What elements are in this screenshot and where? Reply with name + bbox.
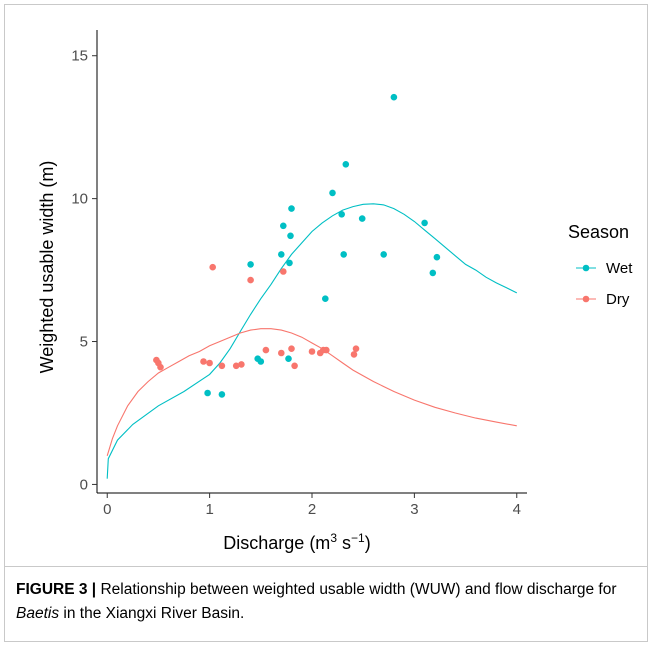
legend-label-dry: Dry: [606, 291, 630, 308]
caption-divider: [4, 566, 648, 567]
data-point-dry: [308, 348, 316, 355]
data-point-wet: [358, 215, 366, 222]
y-axis-title: Weighted usable width (m): [37, 161, 57, 374]
caption-species: Baetis: [16, 605, 60, 622]
caption-text-end: in the Xiangxi River Basin.: [59, 605, 245, 622]
data-point-dry: [323, 346, 330, 354]
legend-label-wet: Wet: [606, 260, 633, 277]
data-point-wet: [380, 251, 388, 258]
x-tick-label: 4: [513, 501, 521, 518]
x-ticks: 0 1 2 3 4: [103, 493, 521, 518]
data-point-wet: [285, 355, 292, 363]
data-point-dry: [206, 359, 213, 367]
data-point-dry: [288, 345, 295, 353]
data-point-wet: [322, 295, 329, 303]
data-point-dry: [352, 345, 360, 353]
data-point-wet: [329, 189, 336, 197]
data-point-wet: [429, 269, 437, 277]
data-point-wet: [433, 253, 441, 261]
y-ticks: 0 5 10 15: [71, 48, 97, 493]
x-tick-label: 0: [103, 501, 111, 518]
data-point-dry: [232, 362, 240, 370]
data-point-dry: [247, 276, 254, 284]
data-point-dry: [157, 363, 164, 371]
x-axis-title: Discharge (m3 s−1): [223, 531, 370, 553]
data-point-dry: [238, 361, 245, 368]
data-point-wet: [218, 391, 226, 398]
data-point-wet: [280, 222, 287, 230]
x-tick-label: 1: [205, 501, 213, 518]
data-point-dry: [218, 362, 226, 370]
data-point-wet: [278, 251, 285, 258]
data-point-wet: [338, 211, 346, 218]
data-point-wet: [204, 389, 211, 397]
data-point-wet: [421, 219, 428, 227]
y-tick-label: 5: [80, 334, 88, 351]
x-tick-label: 3: [410, 501, 418, 518]
scatter-plot: 0 1 2 3 4 0 5 10 15 Discharge (m3 s−1) Weighted…: [37, 30, 633, 553]
data-point-dry: [280, 268, 287, 275]
data-point-wet: [342, 161, 350, 168]
data-point-wet: [247, 261, 254, 268]
data-point-wet: [257, 358, 265, 365]
legend-key-point-wet: [582, 264, 590, 272]
legend: Season Wet Dry: [568, 222, 633, 308]
figure-label: FIGURE 3 |: [16, 581, 97, 598]
fit-curves: [106, 203, 518, 479]
legend-key-point-dry: [582, 295, 590, 303]
fit-curve-wet: [106, 203, 518, 479]
figure-panel: 0 1 2 3 4 0 5 10 15 Discharge (m3 s−1) Weighted…: [4, 4, 648, 642]
data-point-wet: [286, 259, 293, 267]
x-tick-label: 2: [308, 501, 316, 518]
fit-curve-dry: [106, 328, 517, 456]
data-point-wet: [288, 205, 295, 212]
data-point-dry: [350, 351, 358, 358]
caption-text: Relationship between weighted usable wid…: [96, 581, 617, 598]
data-point-wet: [340, 251, 348, 258]
data-point-dry: [291, 362, 298, 370]
data-point-dry: [262, 346, 270, 354]
data-point-wet: [287, 232, 294, 240]
y-tick-label: 15: [71, 48, 88, 65]
data-point-dry: [209, 263, 216, 271]
data-point-dry: [200, 358, 207, 365]
data-point-wet: [390, 93, 398, 101]
data-point-dry: [278, 349, 285, 357]
data-points: [153, 93, 441, 398]
y-tick-label: 10: [71, 191, 88, 208]
legend-title: Season: [568, 222, 629, 242]
figure-caption: FIGURE 3 | Relationship between weighted…: [16, 578, 636, 626]
y-tick-label: 0: [80, 476, 88, 493]
